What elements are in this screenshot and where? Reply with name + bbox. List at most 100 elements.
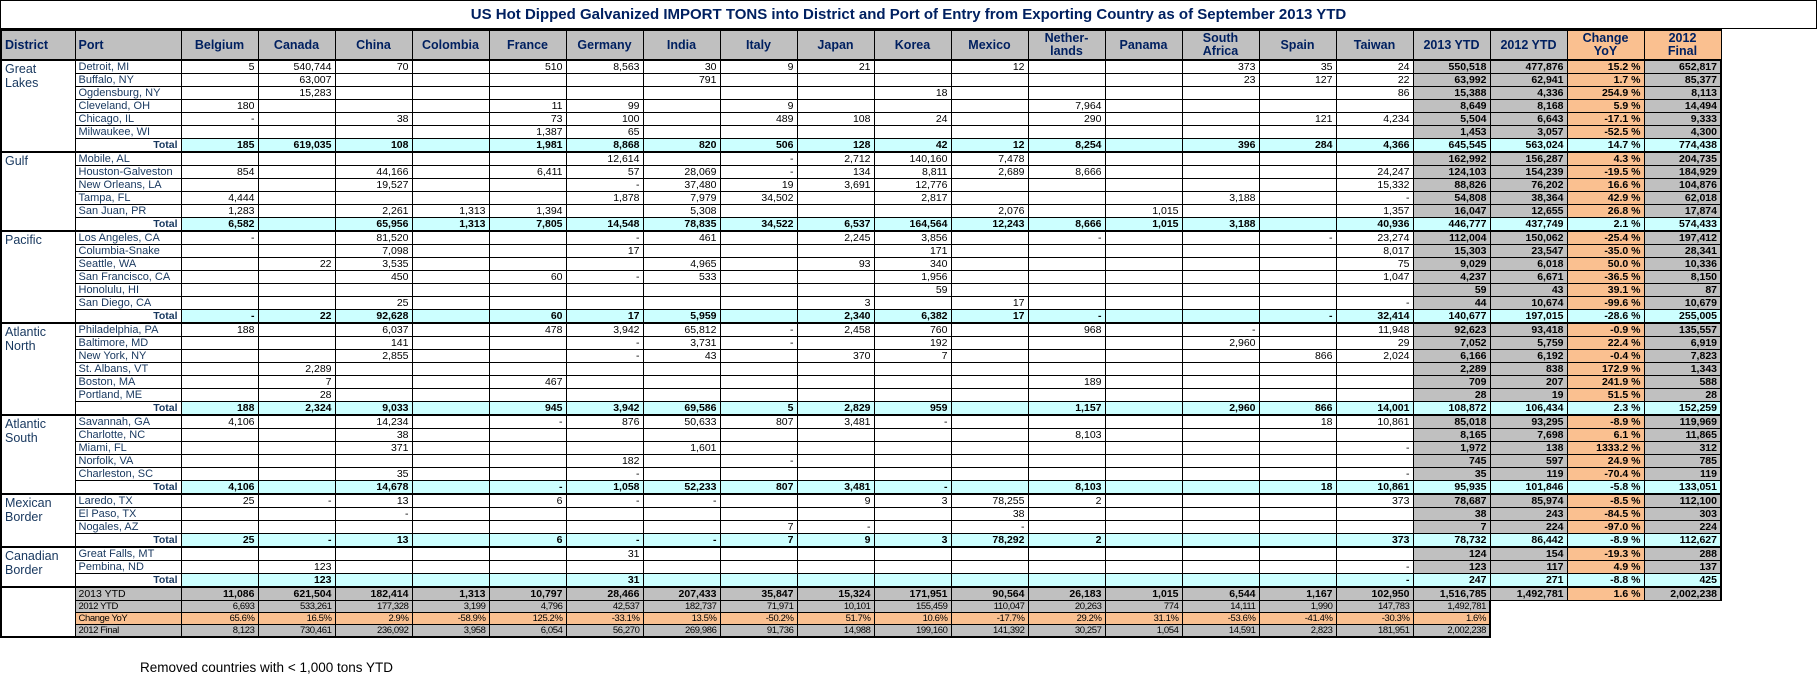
- value-cell: 425: [1643, 573, 1722, 588]
- value-cell: -28.6 %: [1566, 309, 1645, 324]
- district-total-row: Total 4,106 14,678-1,058 52,233 807 3,481-8,1…: [1, 480, 1722, 495]
- value-cell: 42.9 %: [1566, 191, 1645, 205]
- value-cell: [488, 283, 567, 297]
- value-cell: [873, 296, 952, 310]
- value-cell: [180, 441, 259, 455]
- value-cell: [1335, 388, 1414, 402]
- port-row: New Orleans, LA 19,527 -37,480 19 3,691 12,77…: [1, 178, 1722, 192]
- value-cell: 104,876: [1643, 178, 1722, 192]
- empty-cell: [1644, 612, 1721, 625]
- value-cell: 28: [1412, 388, 1491, 402]
- value-cell: [180, 546, 259, 561]
- value-cell: [1258, 533, 1337, 548]
- value-cell: 8,868: [565, 138, 644, 153]
- value-cell: 8,168: [1489, 99, 1568, 113]
- value-cell: 13: [334, 533, 413, 548]
- value-cell: 7: [719, 520, 798, 534]
- value-cell: 1,015: [1104, 204, 1183, 218]
- value-cell: 6,693: [180, 600, 259, 613]
- value-cell: [873, 467, 952, 481]
- value-cell: 1,283: [180, 204, 259, 218]
- value-cell: 1,516,785: [1412, 586, 1491, 601]
- value-cell: 22: [257, 257, 336, 271]
- value-cell: [719, 204, 798, 218]
- value-cell: 78,292: [950, 533, 1029, 548]
- value-cell: 6,166: [1412, 349, 1491, 363]
- value-cell: 241.9 %: [1566, 375, 1645, 389]
- value-cell: 3,188: [1181, 191, 1260, 205]
- value-cell: -: [1335, 560, 1414, 574]
- value-cell: 2: [1027, 493, 1106, 508]
- value-cell: -: [950, 520, 1029, 534]
- value-cell: [180, 428, 259, 442]
- value-cell: [411, 322, 490, 337]
- value-cell: 23,547: [1489, 244, 1568, 258]
- value-cell: [334, 151, 413, 166]
- value-cell: 1.7 %: [1566, 73, 1645, 87]
- value-cell: [719, 349, 798, 363]
- value-cell: 7,823: [1643, 349, 1722, 363]
- value-cell: 312: [1643, 441, 1722, 455]
- value-cell: [1027, 441, 1106, 455]
- value-cell: 5,504: [1412, 112, 1491, 126]
- value-cell: 128: [796, 138, 875, 153]
- value-cell: [796, 375, 875, 389]
- value-cell: 23,274: [1335, 230, 1414, 245]
- value-cell: 7: [719, 533, 798, 548]
- value-cell: 44,166: [334, 165, 413, 179]
- value-cell: 1,601: [642, 441, 721, 455]
- value-cell: [1258, 296, 1337, 310]
- value-cell: [1027, 125, 1106, 139]
- value-cell: 10,797: [488, 586, 567, 601]
- value-cell: 152,259: [1643, 401, 1722, 416]
- value-cell: [1104, 507, 1183, 521]
- value-cell: [488, 507, 567, 521]
- port-row: Canadian Border Great Falls, MT 31 124 154 -1…: [0, 546, 1722, 588]
- value-cell: [488, 362, 567, 376]
- value-cell: [1335, 507, 1414, 521]
- value-cell: [642, 151, 721, 166]
- value-cell: [719, 375, 798, 389]
- value-cell: [796, 336, 875, 350]
- empty-cell: [1567, 600, 1644, 613]
- value-cell: [796, 283, 875, 297]
- value-cell: 269,986: [642, 624, 721, 638]
- value-cell: 85,377: [1643, 73, 1722, 87]
- value-cell: 2,960: [1181, 336, 1260, 350]
- value-cell: 7,052: [1412, 336, 1491, 350]
- value-cell: 25: [180, 493, 259, 508]
- value-cell: 141,392: [950, 624, 1029, 638]
- value-cell: 7,478: [950, 151, 1029, 166]
- value-cell: [1104, 533, 1183, 548]
- value-cell: 124,103: [1412, 165, 1491, 179]
- value-cell: 135,557: [1643, 322, 1722, 337]
- value-cell: [257, 178, 336, 192]
- value-cell: [1104, 428, 1183, 442]
- value-cell: -: [565, 178, 644, 192]
- port-row: Norfolk, VA 182 - 745 597 24.9 % 785: [1, 454, 1722, 468]
- value-cell: [1335, 99, 1414, 113]
- value-cell: [411, 573, 490, 588]
- value-cell: [642, 375, 721, 389]
- value-cell: 17: [950, 296, 1029, 310]
- value-cell: -58.9%: [411, 612, 490, 625]
- port-row: Portland, ME 28 28 19 51.5 % 28: [1, 388, 1722, 402]
- value-cell: 112,100: [1643, 493, 1722, 508]
- value-cell: 78,835: [642, 217, 721, 232]
- value-cell: 478: [488, 322, 567, 337]
- district-cell: Great Lakes: [0, 59, 76, 153]
- value-cell: [873, 59, 952, 74]
- value-cell: [488, 178, 567, 192]
- value-cell: -: [565, 349, 644, 363]
- value-cell: [719, 86, 798, 100]
- column-header-port: Port: [74, 29, 182, 61]
- value-cell: 70: [334, 59, 413, 74]
- value-cell: -: [488, 414, 567, 429]
- value-cell: [642, 362, 721, 376]
- value-cell: 18: [1258, 414, 1337, 429]
- value-cell: [719, 388, 798, 402]
- value-cell: [642, 112, 721, 126]
- column-header-india: India: [642, 29, 721, 61]
- value-cell: 51.5 %: [1566, 388, 1645, 402]
- value-cell: 140,677: [1412, 309, 1491, 324]
